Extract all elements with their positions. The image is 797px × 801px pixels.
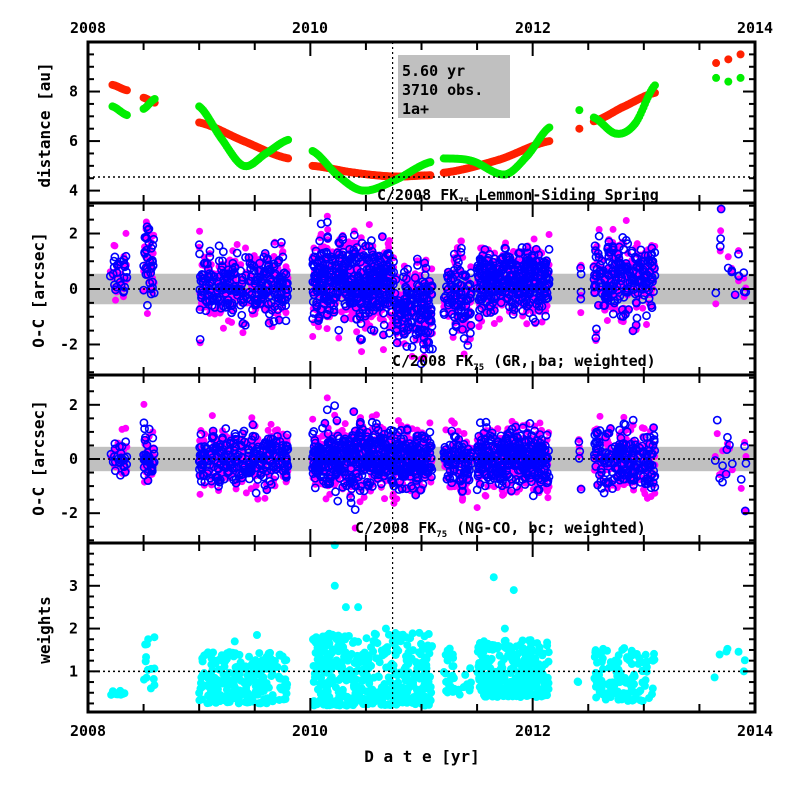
residual-point <box>632 313 642 323</box>
rejected-residual-point <box>457 237 465 245</box>
rejected-residual-point <box>309 415 317 423</box>
rejected-residual-point <box>523 320 531 328</box>
rejected-residual-point <box>475 323 483 331</box>
rejected-residual-point <box>381 495 389 503</box>
rejected-residual-point <box>536 419 544 427</box>
rejected-residual-point <box>358 348 366 356</box>
residual-point <box>218 247 228 257</box>
rejected-residual-point <box>448 417 456 425</box>
rejected-residual-point <box>603 317 611 325</box>
rejected-residual-point <box>545 231 553 239</box>
rejected-residual-point <box>379 346 387 354</box>
heliocentric-distance-point <box>545 137 554 146</box>
rejected-residual-point <box>140 400 148 408</box>
rejected-residual-point <box>219 324 227 332</box>
rejected-residual-point <box>609 225 617 233</box>
rejected-residual-point <box>228 318 236 326</box>
rejected-residual-point <box>500 490 508 498</box>
rejected-residual-point <box>335 334 343 342</box>
residual-point <box>195 249 204 259</box>
residual-point <box>716 234 726 243</box>
rejected-residual-point <box>712 300 720 308</box>
rejected-residual-point <box>264 426 272 434</box>
rejected-residual-point <box>577 309 585 317</box>
geocentric-distance-point <box>150 94 159 103</box>
heliocentric-distance-point <box>575 124 584 133</box>
heliocentric-distance-point <box>736 50 745 59</box>
residual-point <box>544 244 554 254</box>
geocentric-distance-point <box>122 111 131 120</box>
rejected-residual-point <box>118 425 126 433</box>
rejected-residual-point <box>261 494 269 502</box>
rejected-residual-point <box>353 328 361 336</box>
rejected-residual-point <box>143 310 151 318</box>
rejected-residual-point <box>724 253 732 261</box>
rejected-residual-point <box>242 244 250 252</box>
rejected-residual-point <box>717 227 725 235</box>
rejected-residual-point <box>426 419 434 427</box>
rejected-residual-point <box>195 243 203 251</box>
geocentric-distance-point <box>736 73 745 82</box>
rejected-residual-point <box>643 321 651 329</box>
geocentric-distance-point <box>575 106 584 115</box>
rejected-residual-point <box>323 394 331 402</box>
geocentric-distance-point <box>545 123 554 132</box>
geocentric-distance-point <box>426 158 435 167</box>
rejected-residual-point <box>323 325 331 333</box>
rejected-residual-point <box>496 315 504 323</box>
rejected-residual-point <box>239 329 247 337</box>
rejected-residual-point <box>248 414 256 422</box>
geocentric-distance-point <box>712 73 721 82</box>
rejected-residual-point <box>338 308 346 316</box>
rejected-residual-point <box>208 412 216 420</box>
rejected-residual-point <box>460 429 468 437</box>
rejected-residual-point <box>110 241 118 249</box>
rejected-residual-point <box>314 323 322 331</box>
rejected-residual-point <box>267 420 275 428</box>
residual-point <box>642 311 651 321</box>
heliocentric-distance-point <box>712 59 721 68</box>
rejected-residual-point <box>530 235 538 243</box>
residual-point <box>594 231 604 241</box>
heliocentric-distance-point <box>284 154 293 163</box>
rejected-residual-point <box>365 221 373 229</box>
rejected-residual-point <box>482 492 490 500</box>
rejected-residual-point <box>112 296 120 304</box>
heliocentric-distance-point <box>122 86 131 95</box>
geocentric-distance-point <box>284 135 293 144</box>
rejected-residual-point <box>385 237 393 245</box>
rejected-residual-point <box>544 494 552 502</box>
rejected-residual-point <box>196 490 204 498</box>
rejected-residual-point <box>242 489 250 497</box>
rejected-residual-point <box>122 229 130 237</box>
residual-point <box>407 342 417 352</box>
rejected-residual-point <box>233 241 241 249</box>
rejected-residual-point <box>229 247 237 255</box>
rejected-residual-point <box>622 216 630 224</box>
rejected-residual-point <box>394 417 402 425</box>
heliocentric-distance-point <box>724 55 733 64</box>
heliocentric-distance-point <box>426 171 435 180</box>
rejected-residual-point <box>639 304 647 312</box>
rejected-residual-point <box>309 333 317 341</box>
rejected-residual-point <box>473 504 481 512</box>
rejected-residual-point <box>196 227 204 235</box>
rejected-residual-point <box>322 495 330 503</box>
geocentric-distance-point <box>724 77 733 86</box>
rejected-residual-point <box>341 420 349 428</box>
rejected-residual-point <box>356 498 364 506</box>
geocentric-distance-point <box>650 81 659 90</box>
rejected-residual-point <box>390 499 398 507</box>
rejected-residual-point <box>341 315 349 323</box>
rejected-residual-point <box>324 226 332 234</box>
residual-point <box>334 325 344 335</box>
residual-point <box>237 310 247 320</box>
